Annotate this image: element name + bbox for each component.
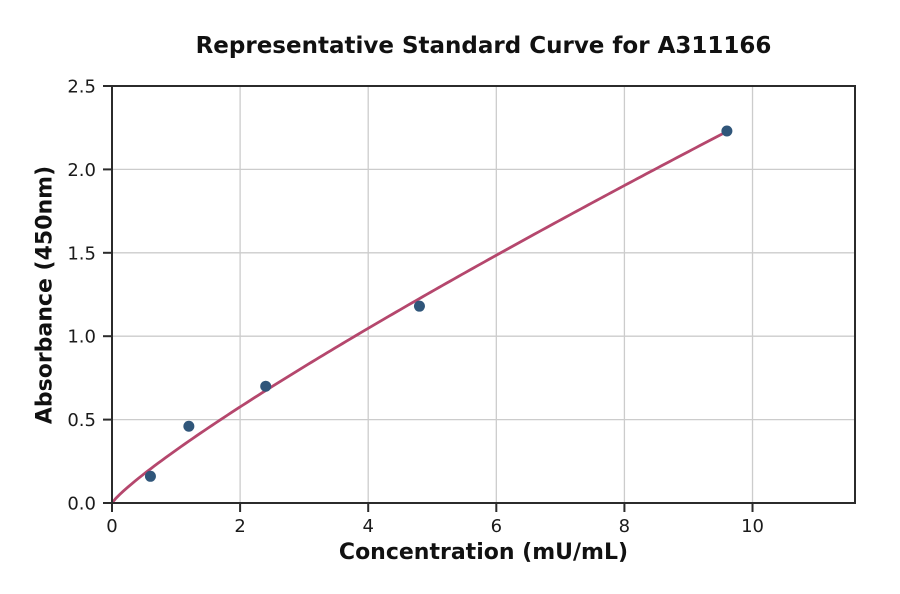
data-points [144, 125, 733, 482]
fit-curve-line [110, 130, 729, 505]
x-tick-label-2: 2 [234, 516, 245, 537]
axis-ticks [103, 85, 754, 512]
data-point-2 [260, 380, 272, 392]
data-point-4 [721, 125, 733, 137]
tick-labels: 0 2 4 6 8 10 0.0 0.5 1.0 1.5 2.0 2.5 [67, 77, 764, 538]
x-tick-label-8: 8 [619, 516, 630, 537]
x-tick-label-0: 0 [106, 516, 117, 537]
y-tick-label-0: 0.0 [67, 494, 96, 515]
gridlines [112, 86, 855, 503]
x-tick-label-6: 6 [491, 516, 502, 537]
x-tick-label-4: 4 [362, 516, 373, 537]
y-tick-label-2: 2.0 [67, 160, 96, 181]
y-tick-label-1.5: 1.5 [67, 243, 96, 264]
data-point-0 [144, 470, 156, 482]
chart-title: Representative Standard Curve for A31116… [195, 33, 772, 59]
data-point-1 [183, 420, 195, 432]
y-tick-label-0.5: 0.5 [67, 410, 96, 431]
x-tick-label-10: 10 [741, 516, 764, 537]
plot-border [111, 85, 856, 504]
y-tick-label-1: 1.0 [67, 327, 96, 348]
y-tick-label-2.5: 2.5 [67, 77, 96, 98]
data-point-3 [413, 300, 425, 312]
x-axis-label: Concentration (mU/mL) [338, 540, 629, 565]
